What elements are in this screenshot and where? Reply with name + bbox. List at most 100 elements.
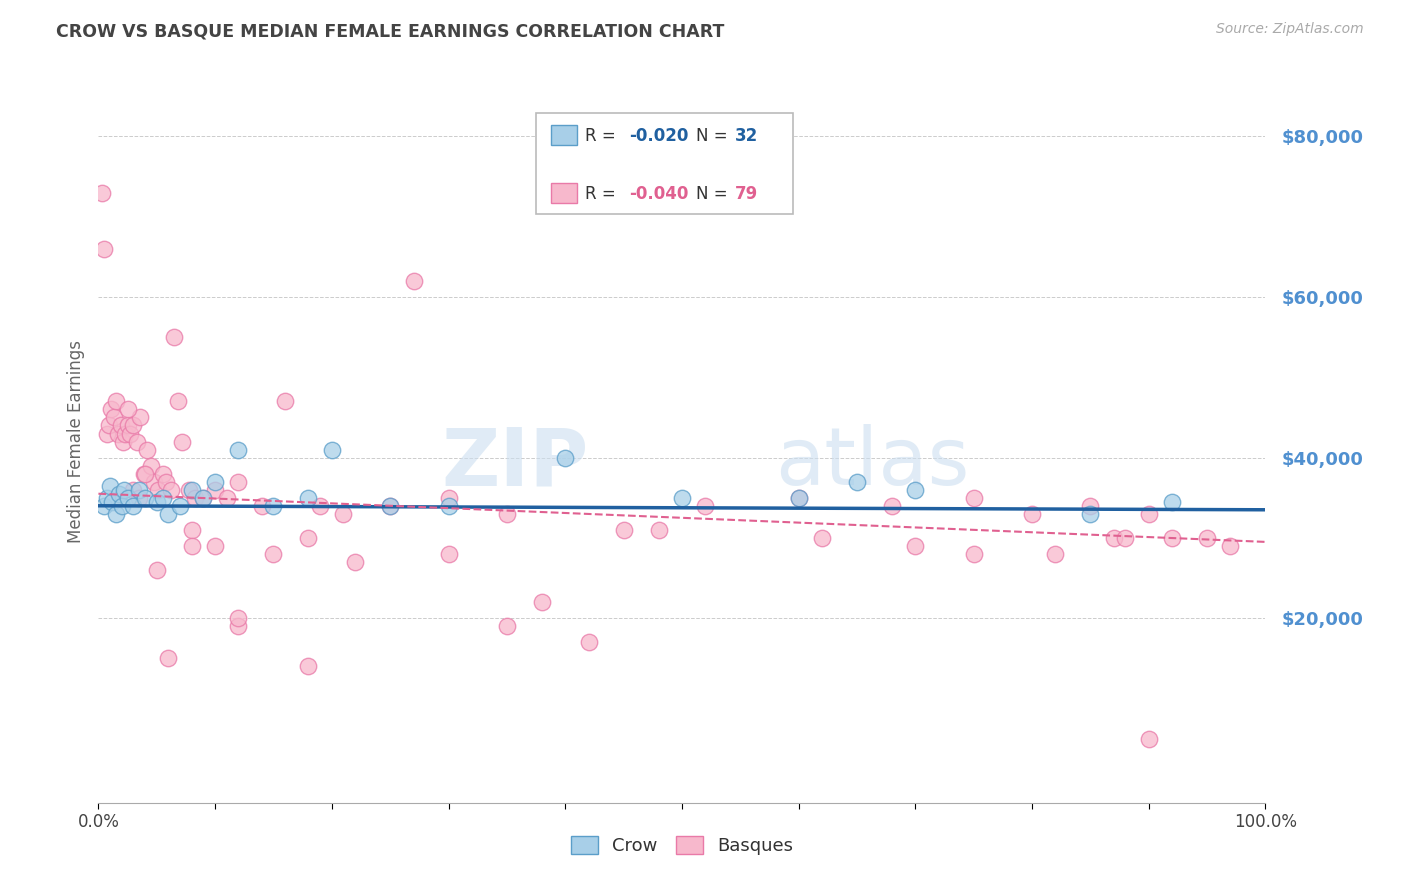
Point xyxy=(107,426,129,441)
Point xyxy=(100,402,122,417)
Text: CROW VS BASQUE MEDIAN FEMALE EARNINGS CORRELATION CHART: CROW VS BASQUE MEDIAN FEMALE EARNINGS CO… xyxy=(56,22,724,40)
Point xyxy=(787,491,810,505)
Point xyxy=(204,483,226,497)
Point xyxy=(578,635,600,649)
Point xyxy=(180,539,202,553)
Point xyxy=(112,483,135,497)
Point xyxy=(108,486,131,500)
Y-axis label: Median Female Earnings: Median Female Earnings xyxy=(66,340,84,543)
Point xyxy=(297,659,319,673)
Point xyxy=(110,418,132,433)
Point xyxy=(152,491,174,505)
Point xyxy=(146,563,169,577)
Point xyxy=(437,499,460,513)
Point xyxy=(321,442,343,457)
Point xyxy=(159,483,181,497)
Text: -0.040: -0.040 xyxy=(630,185,689,202)
Legend: Crow, Basques: Crow, Basques xyxy=(564,829,800,863)
Point xyxy=(134,491,156,505)
Point xyxy=(93,499,115,513)
Point xyxy=(1161,494,1184,508)
Point xyxy=(647,523,669,537)
Text: R =: R = xyxy=(585,127,621,145)
Point xyxy=(136,442,159,457)
Point xyxy=(184,491,207,505)
Point xyxy=(297,531,319,545)
Point xyxy=(134,467,156,481)
Point xyxy=(104,507,127,521)
Point xyxy=(204,475,226,489)
Point xyxy=(1195,531,1218,545)
Point xyxy=(180,483,202,497)
Point xyxy=(380,499,402,513)
Point xyxy=(1080,499,1102,513)
Point xyxy=(402,274,425,288)
Point xyxy=(128,491,150,505)
Point xyxy=(129,410,152,425)
Point xyxy=(530,595,553,609)
Point xyxy=(1219,539,1241,553)
Point xyxy=(166,394,188,409)
Point xyxy=(139,458,162,473)
Point xyxy=(179,483,201,497)
Point xyxy=(125,434,148,449)
Point xyxy=(204,539,226,553)
Point xyxy=(101,494,124,508)
Point xyxy=(146,483,169,497)
Point xyxy=(671,491,693,505)
Point xyxy=(169,499,191,513)
Point xyxy=(157,651,180,665)
Point xyxy=(380,499,402,513)
Point xyxy=(118,426,141,441)
FancyBboxPatch shape xyxy=(551,183,576,203)
Point xyxy=(437,547,460,561)
Point xyxy=(880,499,903,513)
Point xyxy=(250,499,273,513)
Point xyxy=(962,491,984,505)
Point xyxy=(613,523,636,537)
Text: atlas: atlas xyxy=(775,425,970,502)
Point xyxy=(111,499,134,513)
Text: N =: N = xyxy=(696,127,733,145)
Point xyxy=(1080,507,1102,521)
FancyBboxPatch shape xyxy=(536,112,793,214)
Text: 79: 79 xyxy=(734,185,758,202)
Point xyxy=(904,483,927,497)
Point xyxy=(262,547,284,561)
Text: ZIP: ZIP xyxy=(441,425,589,502)
Point xyxy=(98,478,121,492)
Point xyxy=(215,491,238,505)
Point xyxy=(163,330,186,344)
Point xyxy=(846,475,869,489)
Point xyxy=(93,242,115,256)
Point xyxy=(228,442,250,457)
Text: N =: N = xyxy=(696,185,733,202)
Point xyxy=(180,523,202,537)
Point xyxy=(152,467,174,481)
Point xyxy=(122,418,145,433)
Point xyxy=(332,507,354,521)
Point xyxy=(143,475,166,489)
Point xyxy=(228,611,250,625)
Point xyxy=(262,499,284,513)
Point xyxy=(172,434,194,449)
Point xyxy=(1137,731,1160,746)
Point xyxy=(157,507,180,521)
Text: R =: R = xyxy=(585,185,621,202)
Point xyxy=(122,499,145,513)
Point xyxy=(103,410,125,425)
Point xyxy=(104,394,127,409)
Point xyxy=(193,491,215,505)
Point xyxy=(228,619,250,633)
Point xyxy=(787,491,810,505)
Point xyxy=(962,547,984,561)
Point xyxy=(496,507,519,521)
Point xyxy=(97,418,120,433)
Point xyxy=(128,483,150,497)
Point xyxy=(117,491,139,505)
Text: 32: 32 xyxy=(734,127,758,145)
Point xyxy=(122,483,145,497)
Point xyxy=(297,491,319,505)
Text: Source: ZipAtlas.com: Source: ZipAtlas.com xyxy=(1216,22,1364,37)
Point xyxy=(811,531,834,545)
